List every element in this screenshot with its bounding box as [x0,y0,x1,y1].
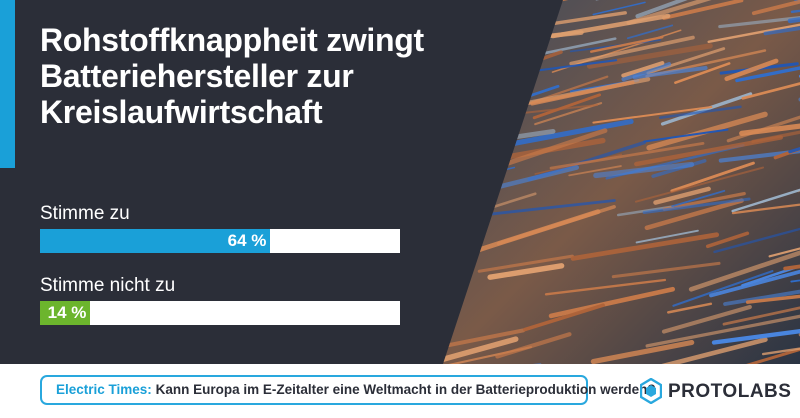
bar-value-label: 64 % [227,231,267,250]
bar: 14 % [40,301,91,325]
cable-strands [443,0,800,364]
bar-track: 14 % [40,301,400,325]
footer-source-label: Electric Times: [56,382,152,397]
accent-bar [0,0,15,168]
footer: Electric Times: Kann Europa im E-Zeitalt… [0,364,800,418]
bar-category-label: Stimme zu [40,203,130,224]
footer-source-box: Electric Times: Kann Europa im E-Zeitalt… [40,375,656,405]
footer-question: Kann Europa im E-Zeitalter eine Weltmach… [155,382,656,397]
bar: 64 % [40,229,271,253]
footer-text: Electric Times: Kann Europa im E-Zeitalt… [56,377,656,403]
headline: Rohstoffknappheit zwingt Batterieherstel… [40,22,424,130]
cable-photo [443,0,800,364]
protolabs-hexagon-icon [640,378,662,404]
hero-panel: Rohstoffknappheit zwingt Batterieherstel… [0,0,800,364]
protolabs-logo-text: PROTOLABS [668,381,792,402]
bar-value-label: 14 % [47,303,87,322]
bar-category-label: Stimme nicht zu [40,275,176,296]
bar-track: 64 % [40,229,400,253]
